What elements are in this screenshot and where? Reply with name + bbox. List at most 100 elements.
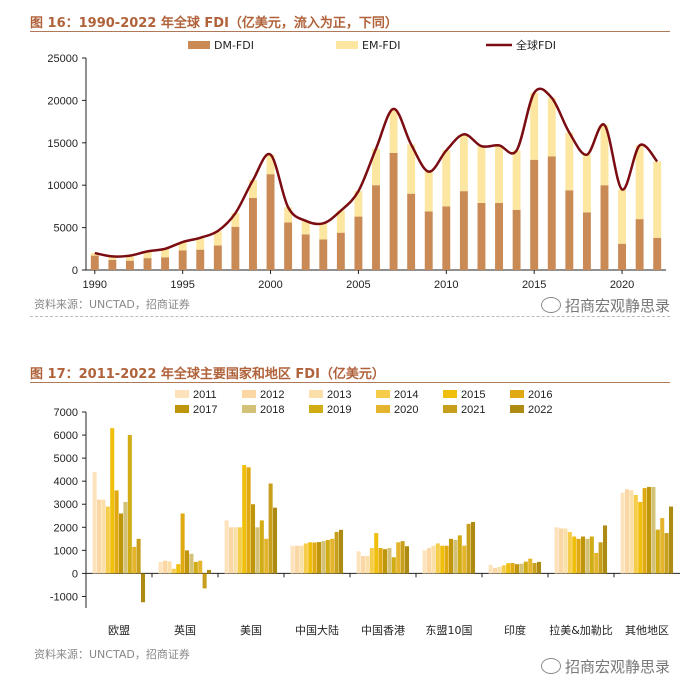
dm-fdi-bar [618, 243, 627, 270]
dm-fdi-bar [653, 237, 662, 270]
em-fdi-bar [372, 148, 380, 186]
bar-2017 [515, 564, 520, 574]
bar-2018 [453, 539, 458, 574]
bar-2019 [391, 557, 396, 574]
x-tick-label: 1995 [170, 279, 194, 291]
bar-2019 [193, 561, 198, 574]
bar-2011 [290, 545, 295, 574]
fig16-title: 图 16：1990-2022 年全球 FDI（亿美元，流入为正，下同） [30, 16, 398, 31]
bar-2013 [431, 545, 436, 574]
legend-label: 2021 [461, 404, 485, 416]
bar-2016 [642, 488, 647, 574]
em-fdi-bar [495, 145, 503, 204]
dm-fdi-bar [178, 250, 187, 270]
bar-2021 [202, 573, 207, 589]
em-fdi-bar [266, 154, 275, 175]
bar-2013 [497, 566, 502, 574]
legend-swatch [443, 405, 457, 413]
category-label: 中国香港 [361, 624, 405, 637]
bar-2022 [471, 521, 476, 574]
bar-2011 [554, 527, 559, 574]
bar-2017 [119, 513, 124, 574]
bar-2014 [237, 527, 242, 574]
bar-2022 [273, 507, 278, 574]
dm-fdi-bar [459, 191, 468, 270]
em-fdi-bar [565, 132, 574, 191]
em-fdi-bar [196, 237, 205, 250]
bar-2018 [387, 548, 392, 574]
bar-2019 [523, 561, 528, 574]
legend-swatch [443, 390, 457, 398]
bar-2022 [669, 506, 674, 574]
legend-swatch [242, 405, 256, 413]
bar-2017 [383, 549, 388, 574]
bar-2012 [625, 489, 630, 574]
em-fdi-bar [319, 223, 328, 240]
em-fdi-bar [213, 230, 222, 246]
fig16-chart: 0 5000 10000 15000 20000 25000 1990 1995 2000 200… [47, 38, 666, 291]
legend-label: 2019 [327, 404, 351, 416]
em-fdi-bar [407, 144, 416, 194]
bar-2021 [664, 533, 669, 574]
em-fdi-bar [477, 146, 486, 204]
bar-2021 [334, 531, 339, 574]
em-fdi-bar [512, 150, 521, 210]
bar-2014 [567, 531, 572, 574]
fig17-title: 图 17：2011-2022 年全球主要国家和地区 FDI（亿美元） [30, 367, 385, 382]
y-tick-label: -1000 [50, 591, 78, 603]
bar-2015 [110, 428, 115, 574]
watermark-text: 招商宏观静思录 [564, 297, 670, 315]
legend-label: 2013 [327, 389, 351, 401]
legend-swatch [175, 405, 189, 413]
legend-label: 2017 [193, 404, 217, 416]
em-fdi-bar [231, 213, 240, 227]
bar-2020 [330, 538, 335, 574]
bar-2017 [317, 542, 322, 574]
em-fdi-bar [249, 180, 257, 198]
legend-swatch [188, 41, 210, 49]
legend-label: 2014 [394, 389, 418, 401]
bar-2013 [563, 528, 568, 574]
bar-2011 [488, 564, 493, 574]
y-tick-label: 1000 [54, 545, 78, 557]
dm-fdi-bar [249, 197, 257, 270]
bar-2021 [598, 542, 603, 574]
category-label: 拉美&加勒比 [549, 623, 613, 637]
bar-2021 [400, 541, 405, 574]
bar-2019 [589, 536, 594, 574]
bar-2015 [506, 563, 511, 574]
em-fdi-bar [161, 248, 170, 258]
em-fdi-bar [442, 150, 451, 207]
bar-2014 [369, 548, 374, 574]
bar-2016 [510, 563, 515, 574]
bar-2012 [163, 560, 168, 574]
em-fdi-bar [424, 171, 433, 212]
bar-2011 [92, 471, 97, 574]
bar-2011 [422, 550, 427, 574]
bar-2012 [427, 548, 432, 574]
bar-2015 [572, 536, 577, 574]
legend-label: 2018 [260, 404, 284, 416]
legend-label: EM-FDI [362, 39, 400, 52]
em-fdi-bar [600, 124, 609, 186]
bar-2016 [180, 513, 185, 574]
bar-2022 [339, 529, 344, 574]
bar-2017 [251, 504, 256, 574]
bar-2016 [576, 538, 581, 574]
y-tick-label: 7000 [54, 407, 78, 419]
bar-2011 [356, 551, 361, 574]
bar-2019 [259, 520, 264, 574]
global-fdi-line [94, 87, 659, 258]
bar-2016 [378, 548, 383, 574]
bar-2019 [127, 435, 132, 574]
em-fdi-bar [459, 134, 468, 192]
bar-2022 [603, 525, 608, 574]
em-fdi-bar [653, 161, 662, 238]
bar-2021 [466, 523, 471, 574]
dm-fdi-bar [336, 232, 345, 270]
bar-2013 [167, 561, 172, 574]
dm-fdi-bar [108, 259, 117, 270]
legend-label: 2020 [394, 404, 418, 416]
bar-2019 [325, 539, 330, 574]
dm-fdi-bar [600, 185, 609, 270]
